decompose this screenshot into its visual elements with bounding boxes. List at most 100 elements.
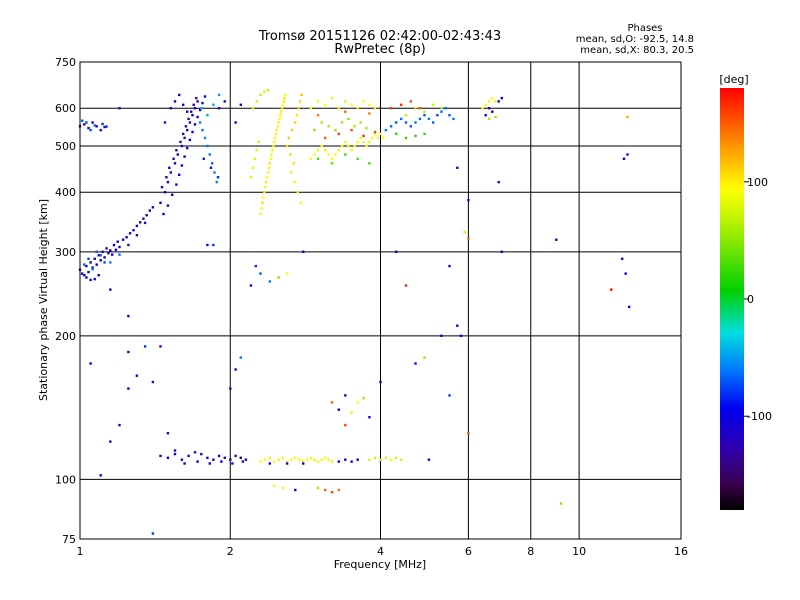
echo-point (290, 171, 293, 174)
echo-point (400, 117, 403, 121)
echo-point (151, 206, 155, 209)
echo-point (379, 458, 382, 461)
echo-point (162, 212, 165, 216)
echo-point (145, 214, 148, 217)
echo-point (330, 96, 334, 100)
echo-point (344, 140, 347, 144)
echo-point (83, 274, 86, 277)
echo-point (178, 93, 181, 97)
echo-point (305, 458, 309, 461)
echo-point (296, 191, 299, 194)
chart-title-line1: Tromsø 20151126 02:42:00-02:43:43 (258, 29, 501, 44)
echo-point (187, 117, 190, 121)
echo-point (337, 460, 340, 463)
y-tick-label: 200 (55, 330, 76, 343)
echo-point (467, 198, 470, 202)
echo-point (330, 162, 334, 165)
echo-point (379, 132, 382, 136)
echo-point (284, 93, 287, 97)
echo-point (559, 502, 563, 505)
echo-point (168, 166, 171, 169)
echo-point (365, 144, 368, 148)
x-tick-label: 4 (377, 545, 384, 558)
echo-point (491, 96, 494, 100)
x-tick-label: 16 (674, 545, 688, 558)
echo-point (109, 288, 112, 291)
echo-point (440, 107, 443, 110)
echo-point (220, 460, 223, 463)
echo-point (494, 100, 497, 103)
echo-point (316, 100, 320, 103)
echo-point (344, 153, 347, 156)
echo-point (93, 124, 96, 127)
echo-point (143, 221, 147, 225)
echo-point (208, 462, 211, 465)
echo-point (99, 259, 102, 262)
echo-point (148, 209, 151, 212)
echo-point (175, 183, 178, 186)
echo-point (400, 458, 403, 461)
echo-point (255, 149, 258, 152)
echo-point (389, 125, 393, 128)
echo-point (555, 238, 558, 241)
echo-point (186, 110, 189, 113)
echo-point (193, 107, 197, 110)
echo-point (281, 103, 285, 106)
echo-point (418, 117, 422, 121)
echo-point (200, 452, 203, 456)
echo-point (275, 128, 279, 132)
echo-point (118, 423, 121, 427)
echo-point (448, 114, 451, 117)
echo-point (302, 462, 305, 465)
echo-point (127, 350, 130, 354)
colorbar (720, 88, 744, 510)
echo-point (280, 107, 284, 110)
echo-point (266, 171, 270, 174)
echo-point (262, 196, 265, 199)
echo-point (183, 155, 186, 158)
echo-point (269, 157, 272, 160)
echo-point (241, 460, 245, 463)
echo-point (365, 126, 368, 130)
echo-point (196, 460, 199, 463)
echo-point (234, 121, 237, 124)
echo-point (206, 243, 209, 247)
echo-point (299, 201, 303, 204)
echo-point (259, 93, 262, 97)
echo-point (324, 149, 327, 152)
echo-point (337, 132, 340, 136)
echo-point (280, 110, 283, 113)
echo-point (418, 107, 422, 110)
echo-point (313, 458, 316, 461)
echo-point (337, 149, 340, 152)
y-tick-label: 100 (55, 473, 76, 486)
echo-point (171, 193, 174, 196)
echo-point (159, 201, 162, 204)
echo-point (212, 243, 215, 247)
echo-point (202, 157, 205, 160)
colorbar-ticks: 100 0 -100 (744, 176, 772, 423)
echo-point (300, 93, 303, 97)
echo-point (384, 128, 388, 132)
echo-point (267, 166, 271, 169)
echo-point (356, 140, 359, 144)
echo-point (234, 454, 237, 458)
echo-point (340, 144, 344, 148)
echo-point (216, 176, 220, 179)
echo-point (621, 257, 624, 260)
echo-point (467, 432, 470, 435)
echo-point (340, 121, 344, 124)
echo-point (448, 394, 451, 397)
echo-point (362, 140, 365, 144)
echo-point (217, 93, 221, 97)
echo-point (298, 458, 301, 461)
echo-point (344, 100, 347, 103)
echo-point (173, 100, 177, 103)
echo-point (175, 149, 178, 152)
echo-point (316, 149, 320, 152)
echo-point (344, 110, 347, 113)
echo-point (337, 107, 340, 110)
y-tick-label: 600 (55, 102, 76, 115)
echo-point (373, 130, 377, 134)
echo-point (273, 484, 276, 487)
